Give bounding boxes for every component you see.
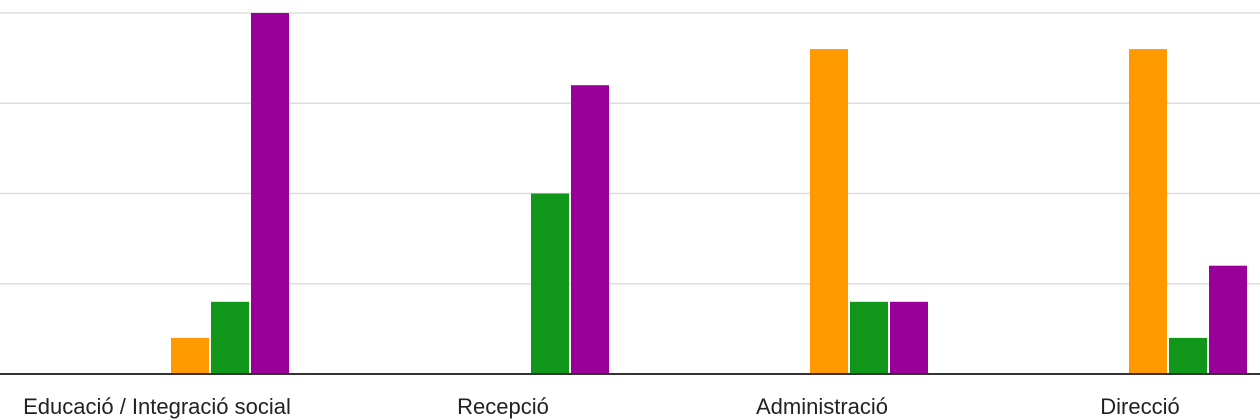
x-tick-label: Recepció xyxy=(457,394,549,419)
bar-3-series-2[interactable] xyxy=(1209,265,1247,374)
gridlines xyxy=(0,12,1260,285)
bar-1-series-2[interactable] xyxy=(571,85,609,374)
bar-2-series-0[interactable] xyxy=(810,49,848,374)
x-tick-label: Direcció xyxy=(1100,394,1179,419)
bar-0-series-0[interactable] xyxy=(171,337,209,374)
bar-3-series-1[interactable] xyxy=(1169,337,1207,374)
bar-2-series-2[interactable] xyxy=(890,301,928,374)
x-tick-label: Educació / Integració social xyxy=(23,394,291,419)
bar-0-series-1[interactable] xyxy=(211,301,249,374)
bars xyxy=(171,13,1247,374)
bar-2-series-1[interactable] xyxy=(850,301,888,374)
bar-1-series-1[interactable] xyxy=(531,193,569,375)
x-axis-tick-labels: Educació / Integració social Recepció Admi… xyxy=(23,394,1180,419)
bar-3-series-0[interactable] xyxy=(1129,49,1167,374)
x-tick-label: Administració xyxy=(756,394,888,419)
bar-0-series-2[interactable] xyxy=(251,13,289,374)
